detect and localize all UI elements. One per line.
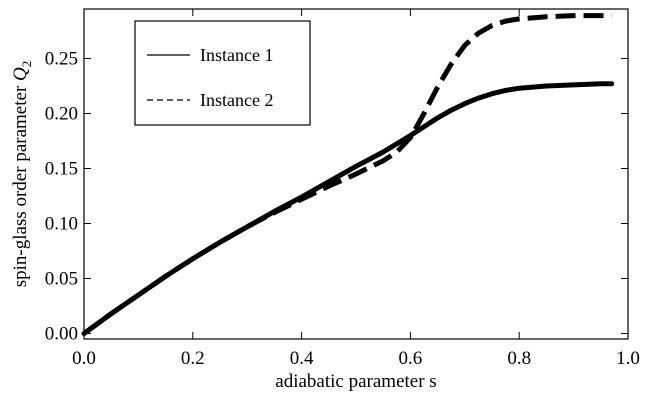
plot-frame [83, 8, 629, 340]
legend: Instance 1 Instance 2 [134, 20, 311, 126]
y-tick-label: 0.25 [45, 49, 78, 70]
legend-box [134, 20, 311, 126]
y-tick-label: 0.00 [45, 324, 78, 345]
x-tick-label: 0.2 [181, 348, 205, 369]
y-tick-label: 0.15 [45, 159, 78, 180]
y-axis-title: spin-glass order parameter Q2 [10, 61, 34, 288]
series-line-1 [81, 81, 615, 336]
y-tick-label: 0.20 [45, 104, 78, 125]
x-tick-label: 1.0 [616, 348, 640, 369]
x-tick-label: 0.8 [507, 348, 531, 369]
series-line-2 [82, 13, 612, 336]
y-axis-title-symbol: Q [10, 67, 31, 81]
ticks-layer: 0.0 0.2 0.4 0.6 0.8 1.0 0.00 0.05 0.10 0.15 0.20 0.… [45, 9, 640, 369]
y-tick-label: 0.10 [45, 214, 78, 235]
x-axis-title: adiabatic parameter s [275, 371, 436, 392]
legend-label-instance-1: Instance 1 [200, 45, 273, 65]
x-tick-label: 0.0 [72, 348, 96, 369]
y-tick-label: 0.05 [45, 269, 78, 290]
x-tick-label: 0.4 [290, 348, 314, 369]
y-axis-title-main: spin-glass order parameter [10, 81, 31, 287]
legend-label-instance-2: Instance 2 [200, 90, 273, 110]
series-layer [81, 13, 615, 336]
x-tick-label: 0.6 [399, 348, 423, 369]
y-axis-title-subscript: 2 [19, 61, 34, 68]
